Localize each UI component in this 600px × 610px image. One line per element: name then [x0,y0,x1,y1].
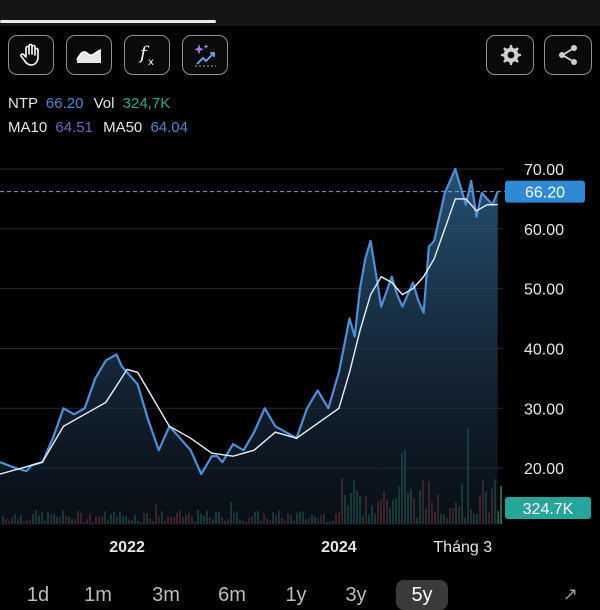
period-3y[interactable]: 3y [345,584,367,606]
x-axis: 2022 2024 Tháng 3 [109,539,492,556]
x-tick-label: 2022 [109,539,145,556]
share-button[interactable] [544,35,592,75]
price-area [0,168,498,525]
ai-sparkle-icon [194,44,216,67]
symbol-label: NTP [8,95,38,112]
period-selector: 1d 1m 3m 6m 1y 3y 5y [0,574,600,610]
expand-icon[interactable]: ↗ [562,584,578,604]
volume-tag-text: 324.7K [523,501,574,518]
y-tick-label: 70.00 [524,162,564,179]
period-1y[interactable]: 1y [285,584,307,606]
price-chart[interactable]: 70.00 60.00 50.00 40.00 30.00 20.00 2022 2024 T… [0,136,600,568]
chart-style-icon [76,49,102,63]
ma10-value: 64.51 [55,119,93,136]
volume-tag: 324.7K [505,497,591,519]
y-tick-label: 40.00 [524,341,564,358]
period-3m[interactable]: 3m [152,584,180,606]
gear-icon [501,45,521,65]
price-value: 66.20 [45,95,84,112]
status-bar [0,0,600,26]
chart-style-button[interactable] [66,35,112,75]
price-tag: 66.20 [505,180,585,203]
period-5y[interactable]: 5y [396,580,448,610]
period-1m[interactable]: 1m [84,584,112,606]
y-tick-label: 50.00 [524,282,564,299]
period-6m[interactable]: 6m [218,584,246,606]
volume-bar [497,510,499,524]
function-icon: f x [138,43,154,68]
top-progress-bar [0,20,216,23]
price-tag-text: 66.20 [525,185,565,202]
ma50-label: MA50 [103,119,143,136]
y-tick-label: 60.00 [524,222,564,239]
settings-button[interactable] [486,35,534,75]
volume-label: Vol [93,95,115,112]
ma50-value: 64.04 [150,119,188,136]
volume-bar [500,486,502,524]
y-tick-label: 30.00 [524,401,564,418]
y-axis: 70.00 60.00 50.00 40.00 30.00 20.00 [524,162,564,478]
y-tick-label: 20.00 [524,461,564,478]
x-tick-label: 2024 [321,539,357,556]
hand-tool-button[interactable] [8,35,54,75]
share-icon [559,45,577,65]
price-line [0,167,499,476]
ai-button[interactable] [182,35,228,75]
x-tick-label: Tháng 3 [433,539,492,556]
moving-average-line [0,198,498,475]
svg-text:x: x [148,57,154,68]
indicator-button[interactable]: f x [124,35,170,75]
ma-info-row: MA10 64.51 MA50 64.04 [8,119,194,136]
volume-value: 324,7K [122,95,171,112]
hand-icon [20,43,39,66]
ma10-label: MA10 [8,119,48,136]
period-1d[interactable]: 1d [26,584,50,606]
chart-toolbar: f x [0,26,600,88]
price-info-row: NTP 66.20 Vol 324,7K [8,95,176,112]
